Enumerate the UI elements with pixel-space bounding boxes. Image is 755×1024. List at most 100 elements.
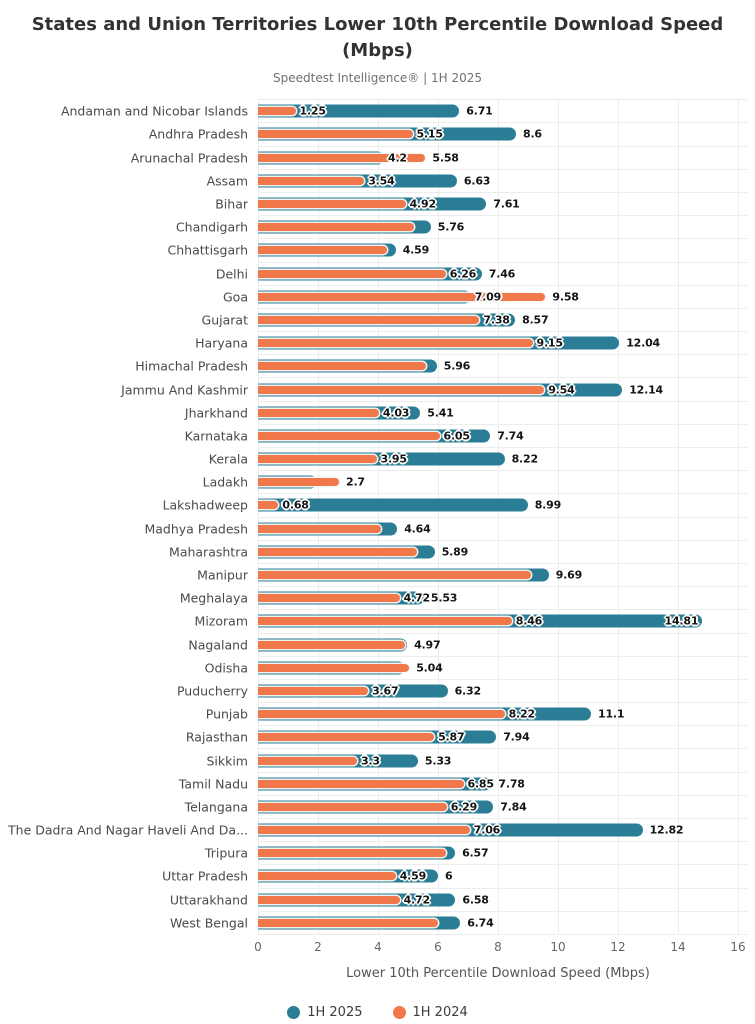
category-label: Ladakh [202, 474, 248, 490]
category-label: Andaman and Nicobar Islands [60, 103, 248, 119]
legend-dot-1h2025 [287, 1005, 301, 1019]
category-label: Himachal Pradesh [135, 358, 248, 374]
category-label: Manipur [197, 567, 248, 583]
bar-1h2024 [258, 663, 410, 672]
x-tick-label: 2 [314, 939, 322, 954]
gridline [258, 100, 259, 935]
chart-row: Karnataka 6.05 7.74 [185, 425, 748, 448]
category-label: Delhi [215, 266, 248, 282]
bar-1h2024 [258, 779, 464, 788]
category-label: Madhya Pradesh [144, 521, 248, 537]
value-label-1h2025: 12.14 [629, 383, 663, 397]
x-tick-label: 14 [670, 939, 686, 954]
x-tick-label: 10 [550, 939, 566, 954]
category-label: Uttarakhand [169, 892, 248, 908]
category-label: Rajasthan [185, 729, 248, 745]
bar-chart-plot-area: Andaman and Nicobar Islands 1.25 6.71 Andhr… [8, 99, 748, 935]
chart-row: Lakshadweep 0.68 8.99 [163, 494, 748, 518]
value-label-1h2025: 6.57 [462, 846, 489, 860]
value-label-1h2024: 1.25 [299, 104, 327, 118]
category-label: Tamil Nadu [178, 776, 248, 792]
value-label-1h2025: 6.32 [454, 684, 482, 698]
bar-1h2024 [258, 339, 533, 348]
chart-row: Andhra Pradesh 5.15 8.6 [149, 123, 748, 147]
value-label-1h2025: 4.64 [404, 522, 431, 536]
category-label: Assam [206, 173, 248, 189]
value-label-1h2025: 12.82 [649, 823, 684, 837]
value-label-1h2025: 9.69 [555, 568, 583, 582]
value-label-1h2025: 5.76 [437, 220, 465, 234]
chart-row: Maharashtra 5.89 [169, 541, 748, 564]
gridline [738, 100, 739, 935]
chart-row: Meghalaya 4.72 5.53 [180, 587, 748, 611]
bar-1h2024 [258, 223, 414, 232]
value-label-1h2024: 5.87 [438, 730, 465, 744]
bar-1h2024 [258, 501, 279, 510]
value-label-1h2025: 8.6 [523, 127, 542, 141]
category-label: Haryana [195, 335, 248, 351]
bar-1h2024 [258, 849, 446, 858]
value-label-1h2025: 6.63 [463, 174, 491, 188]
value-label-1h2025: 5.89 [441, 545, 469, 559]
x-tick-label: 0 [254, 939, 262, 954]
chart-row: Bihar 4.92 7.61 [215, 193, 748, 217]
value-label-1h2025: 5.96 [443, 359, 471, 373]
x-axis-ticks: 0 2 4 6 8 10 12 14 16 [254, 939, 745, 956]
bar-1h2024 [258, 756, 357, 765]
value-label-1h2025: 4.59 [402, 243, 430, 257]
category-label: Meghalaya [179, 590, 248, 606]
value-label-1h2025: 7.09 [474, 290, 502, 304]
category-label: Gujarat [201, 312, 248, 328]
value-label-1h2024: 6.85 [467, 777, 495, 791]
value-label-1h2025: 7.46 [488, 267, 516, 281]
value-label-1h2024: 5.15 [416, 127, 444, 141]
chart-row: Uttar Pradesh 4.59 6 [162, 865, 748, 889]
chart-row: Jammu And Kashmir 9.54 12.14 [121, 378, 748, 402]
value-label-1h2025: 7.78 [498, 777, 525, 791]
bar-1h2024 [258, 594, 400, 603]
bar-1h2024 [258, 269, 446, 278]
chart-row: Odisha 5.04 [205, 657, 748, 680]
chart-row: Haryana 9.15 12.04 [195, 332, 748, 356]
chart-title: States and Union Territories Lower 10th … [31, 14, 724, 62]
value-label-1h2025: 7.94 [503, 730, 530, 744]
value-label-1h2024: 9.15 [536, 336, 564, 350]
value-label-1h2024: 7.06 [473, 823, 501, 837]
chart-row: Jharkhand 4.03 5.41 [185, 402, 748, 425]
category-label: Lakshadweep [162, 497, 248, 513]
x-tick-label: 4 [374, 939, 382, 954]
value-label-1h2024: 3.54 [368, 174, 395, 188]
category-label: Andhra Pradesh [148, 126, 248, 142]
value-label-1h2025: 4.97 [414, 638, 441, 652]
value-label-1h2024: 4.59 [399, 869, 427, 883]
category-label: Telangana [184, 799, 248, 815]
bar-1h2024 [258, 385, 545, 394]
category-label: Mizoram [194, 613, 248, 629]
chart-subtitle: Speedtest Intelligence® | 1H 2025 [273, 71, 482, 86]
value-label-1h2025: 6 [445, 869, 453, 883]
category-label: West Bengal [170, 915, 248, 931]
chart-row: Puducherry 3.67 6.32 [177, 680, 748, 704]
value-label-1h2024: 2.7 [346, 475, 365, 489]
category-label: Puducherry [176, 683, 248, 699]
x-axis-label: Lower 10th Percentile Download Speed (Mb… [346, 965, 650, 981]
chart-row: Mizoram 8.46 14.81 [195, 610, 748, 634]
bar-1h2025 [258, 498, 528, 512]
gridline [678, 100, 679, 935]
category-label: Goa [223, 289, 248, 305]
bar-1h2024 [258, 176, 365, 185]
bar-1h2024 [258, 617, 512, 626]
value-label-1h2024: 3.3 [361, 754, 380, 768]
value-label-1h2025: 5.33 [424, 754, 452, 768]
chart-row: West Bengal 6.74 [170, 912, 748, 935]
value-label-1h2024: 4.03 [382, 406, 410, 420]
gridline [618, 100, 619, 935]
bar-1h2024 [258, 130, 413, 139]
category-label: Uttar Pradesh [162, 868, 248, 884]
category-label: Odisha [204, 660, 248, 676]
legend-item-1h2024: 1H 2024 [392, 1005, 468, 1020]
bar-1h2024 [258, 431, 440, 440]
x-tick-label: 12 [610, 939, 626, 954]
category-label: The Dadra And Nagar Haveli And Da... [8, 822, 248, 838]
chart-row: Rajasthan 5.87 7.94 [186, 726, 748, 750]
